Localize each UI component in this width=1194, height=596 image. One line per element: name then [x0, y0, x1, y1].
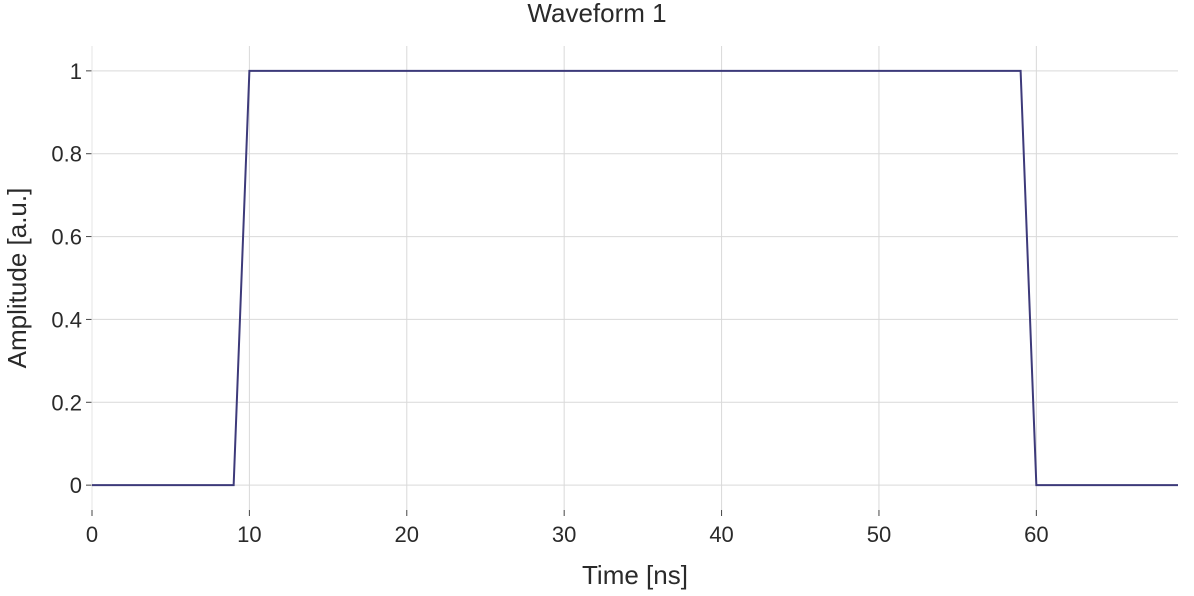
x-tick-label: 20	[395, 522, 419, 547]
y-tick-label: 0.6	[51, 225, 82, 250]
x-tick-label: 10	[237, 522, 261, 547]
y-tick-label: 0.4	[51, 307, 82, 332]
x-axis-label: Time [ns]	[582, 560, 688, 590]
x-tick-label: 40	[709, 522, 733, 547]
x-tick-label: 50	[867, 522, 891, 547]
x-tick-label: 60	[1024, 522, 1048, 547]
labels: Waveform 1 Time [ns] Amplitude [a.u.]	[2, 0, 688, 590]
grid	[91, 46, 1178, 510]
chart-title: Waveform 1	[527, 0, 666, 28]
y-tick-label: 0	[70, 473, 82, 498]
waveform-line	[92, 69, 1178, 487]
x-tick-label: 0	[86, 522, 98, 547]
axes: 0 10 20 30 40 50 60 0 0.2 0.4 0.6 0.8 1	[51, 46, 1049, 547]
y-axis-label: Amplitude [a.u.]	[2, 188, 32, 369]
x-tick-label: 30	[552, 522, 576, 547]
y-tick-label: 0.2	[51, 390, 82, 415]
y-tick-label: 0.8	[51, 142, 82, 167]
y-tick-label: 1	[70, 59, 82, 84]
series-layer	[92, 69, 1178, 487]
